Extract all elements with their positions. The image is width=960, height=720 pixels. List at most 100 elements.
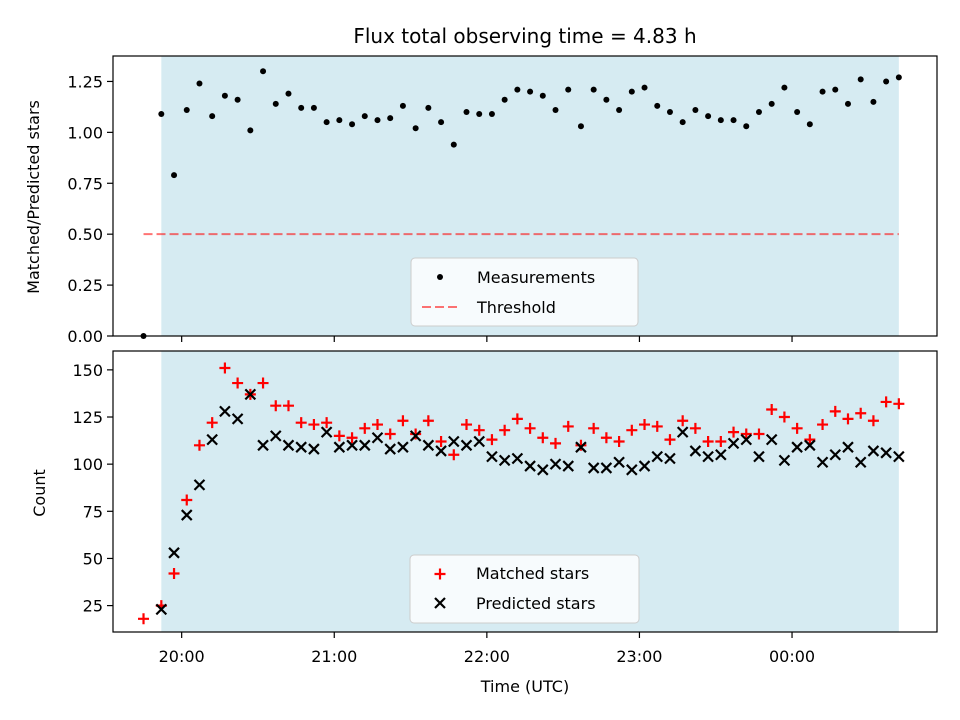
measurement-point	[539, 92, 546, 99]
top-y-tick-label: 0.75	[67, 174, 103, 193]
predicted-star-point	[854, 456, 867, 469]
predicted-star-point	[638, 460, 651, 472]
measurement-point	[171, 172, 178, 179]
x-tick-label: 00:00	[769, 647, 815, 666]
predicted-star-point	[244, 388, 257, 401]
predicted-star-point	[168, 547, 180, 559]
measurement-point	[705, 113, 712, 120]
predicted-star-point	[880, 447, 892, 459]
measurement-point	[527, 88, 534, 95]
measurement-point	[361, 113, 368, 120]
measurement-point	[666, 109, 673, 115]
predicted-star-point	[867, 445, 880, 457]
predicted-star-point	[498, 454, 511, 467]
predicted-star-point	[537, 464, 549, 476]
x-tick-label: 23:00	[616, 647, 662, 666]
matched-star-point	[282, 400, 294, 412]
top-panel: 0.00 0.25 0.50 0.75 1.00 1.25 Measurements Thre…	[67, 55, 938, 346]
matched-star-point	[435, 436, 447, 448]
x-tick-label: 21:00	[311, 647, 357, 666]
bottom-y-tick-label: 75	[83, 502, 103, 521]
matched-star-point	[486, 434, 498, 446]
measurement-point	[158, 111, 165, 118]
predicted-star-point	[219, 405, 231, 418]
x-axis-label: Time (UTC)	[480, 677, 569, 696]
matched-star-point	[537, 432, 549, 444]
matched-star-point	[346, 432, 358, 444]
predicted-star-point	[486, 450, 498, 463]
top-axes-frame	[112, 55, 938, 337]
measurement-point	[692, 106, 699, 113]
predicted-star-point	[702, 450, 714, 463]
measurement-point	[349, 121, 356, 128]
matched-star-point	[550, 437, 562, 449]
matched-star-point	[422, 415, 434, 427]
matched-star-point	[397, 415, 409, 427]
predicted-star-point	[740, 433, 753, 446]
measurement-point	[425, 104, 432, 111]
predicted-star-point	[765, 433, 778, 446]
measurement-point	[209, 113, 216, 120]
measurement-point	[412, 125, 419, 132]
measurement-point	[730, 117, 737, 124]
measurement-point	[247, 127, 254, 134]
measurement-point	[374, 117, 381, 124]
matched-star-point	[473, 424, 485, 436]
predicted-star-point	[384, 443, 396, 455]
predicted-star-point	[448, 435, 460, 448]
predicted-star-point	[893, 450, 905, 463]
predicted-star-point	[371, 431, 384, 444]
predicted-star-point	[206, 433, 218, 446]
measurement-point	[310, 104, 317, 111]
matched-star-point	[499, 424, 511, 436]
x-tick-label: 22:00	[464, 647, 510, 666]
measurement-point	[806, 121, 813, 128]
matched-star-point	[270, 400, 282, 412]
measurement-point	[298, 104, 305, 111]
measurement-point	[234, 96, 241, 103]
matched-star-point	[766, 403, 778, 415]
matched-star-point	[384, 428, 396, 440]
predicted-star-point	[651, 450, 664, 463]
measurement-point	[285, 90, 292, 97]
measurement-point	[755, 109, 762, 115]
top-legend-box	[410, 257, 639, 327]
top-y-tick-label: 1.25	[67, 72, 103, 91]
measurement-point	[476, 111, 483, 118]
predicted-star-point	[804, 439, 816, 452]
matched-star-point	[626, 424, 638, 436]
predicted-star-point	[626, 464, 638, 476]
measurement-point	[590, 86, 597, 93]
matched-star-point	[689, 422, 701, 434]
measurement-point	[196, 80, 203, 87]
bottom-legend: Matched stars Predicted stars	[409, 554, 640, 624]
measurement-point	[743, 123, 750, 130]
measurement-point	[272, 100, 279, 107]
predicted-star-point	[727, 437, 740, 450]
predicted-star-point	[562, 460, 575, 472]
matched-star-point	[181, 494, 193, 506]
matched-star-point	[651, 420, 663, 432]
matched-star-point	[206, 417, 218, 429]
matched-star-point	[359, 422, 371, 434]
predicted-star-point	[435, 445, 447, 457]
matched-star-point	[371, 419, 383, 431]
matched-star-point	[138, 613, 150, 625]
measurement-point	[183, 106, 190, 113]
matched-star-point	[448, 449, 460, 461]
measurement-point	[501, 96, 508, 103]
predicted-star-point	[359, 439, 371, 452]
measurement-point	[221, 92, 228, 99]
bottom-legend-box	[409, 554, 640, 624]
measurement-point	[794, 109, 801, 115]
predicted-star-point	[600, 462, 613, 474]
measurement-point	[399, 102, 406, 109]
predicted-star-point	[829, 448, 842, 461]
predicted-star-point	[422, 439, 435, 452]
top-y-axis-label: Matched/Predicted stars	[24, 100, 43, 294]
measurement-point	[857, 76, 864, 83]
matched-star-point	[257, 377, 269, 389]
matched-star-point	[321, 417, 333, 429]
measurement-point	[552, 106, 559, 113]
